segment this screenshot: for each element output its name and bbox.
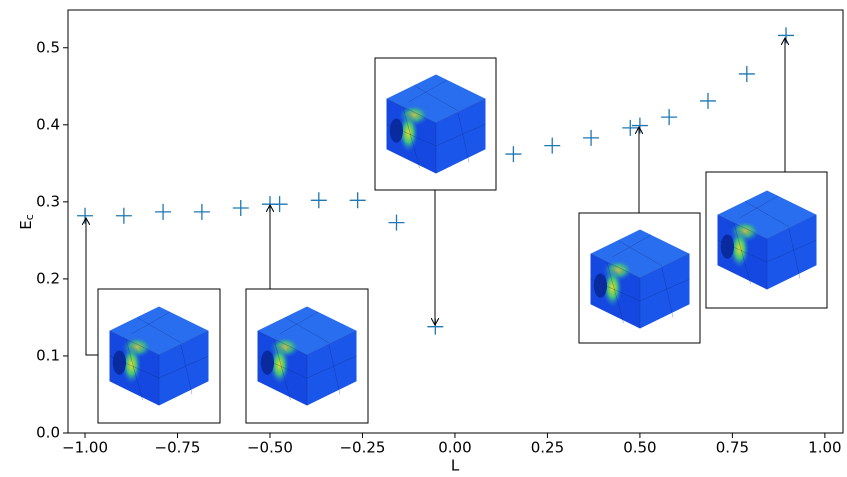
marker <box>738 65 755 82</box>
x-axis-label: L <box>451 457 460 475</box>
x-tick-label: 1.00 <box>808 439 841 457</box>
marker <box>155 203 172 220</box>
x-tick-label: 0.25 <box>531 439 564 457</box>
x-tick-label: 0.75 <box>716 439 749 457</box>
insets <box>86 38 828 424</box>
marker <box>115 207 132 224</box>
y-tick-label: 0.3 <box>36 192 60 210</box>
marker <box>544 137 561 154</box>
marker <box>583 129 600 146</box>
arrow <box>86 218 98 356</box>
x-tick-label: −0.75 <box>155 439 201 457</box>
marker <box>310 192 327 209</box>
marker <box>699 92 716 109</box>
y-axis-label-main: E <box>17 220 35 229</box>
x-tick-label: −1.00 <box>62 439 108 457</box>
marker <box>349 192 366 209</box>
plot-frame <box>67 9 844 434</box>
y-tick-label: 0.5 <box>36 38 60 56</box>
marker <box>193 203 210 220</box>
marker <box>232 200 249 217</box>
marker <box>388 214 405 231</box>
y-tick-label: 0.1 <box>36 346 60 364</box>
y-tick-label: 0.2 <box>36 269 60 287</box>
marker <box>631 117 648 134</box>
marker <box>622 119 639 136</box>
x-tick-label: 0.00 <box>438 439 471 457</box>
y-axis-label: Ec <box>17 214 37 230</box>
y-tick-label: 0.0 <box>36 424 60 442</box>
marker <box>271 196 288 213</box>
marker <box>505 146 522 163</box>
y-axis-label-sub: c <box>23 214 36 220</box>
x-tick-label: −0.50 <box>247 439 293 457</box>
y-tick-label: 0.4 <box>36 115 60 133</box>
marker <box>661 109 678 126</box>
marker <box>778 27 795 44</box>
x-tick-label: 0.50 <box>623 439 656 457</box>
marker <box>77 207 94 224</box>
x-tick-label: −0.25 <box>339 439 385 457</box>
